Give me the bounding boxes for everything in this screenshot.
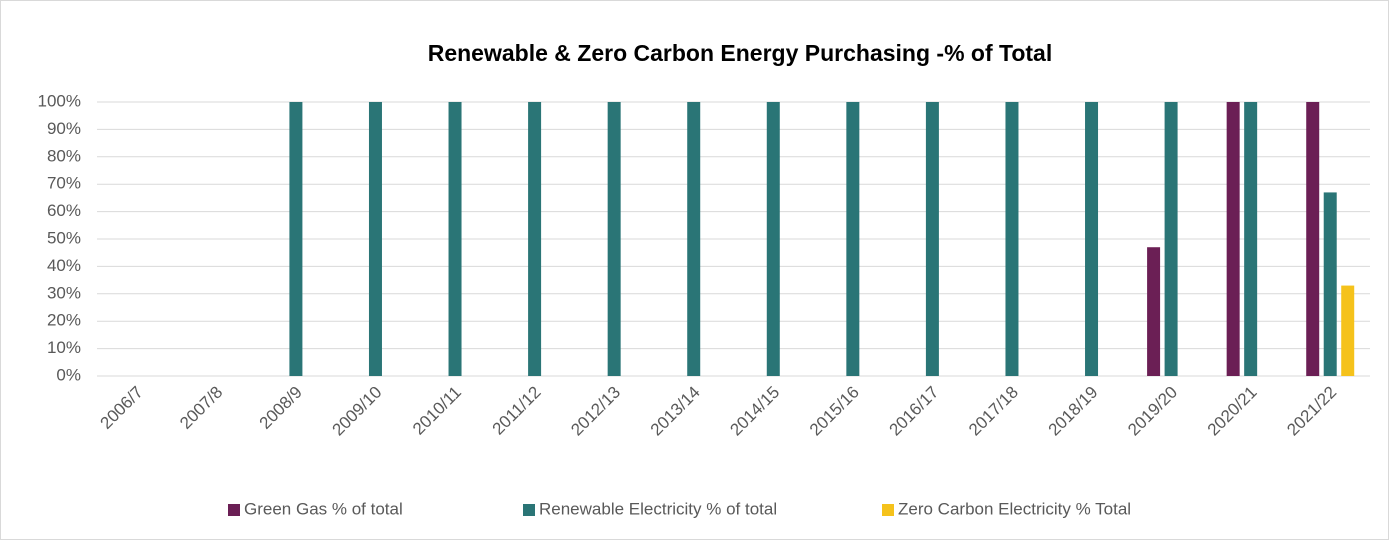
bar	[1244, 102, 1258, 376]
bar	[448, 102, 462, 376]
y-tick-label: 90%	[47, 119, 81, 138]
bar	[846, 102, 860, 376]
y-tick-label: 70%	[47, 174, 81, 193]
y-tick-label: 50%	[47, 228, 81, 247]
bar	[1164, 102, 1178, 376]
bar	[1085, 102, 1099, 376]
bar	[368, 102, 382, 376]
y-tick-label: 0%	[56, 365, 81, 384]
y-tick-label: 20%	[47, 311, 81, 330]
bar	[925, 102, 939, 376]
y-tick-label: 10%	[47, 338, 81, 357]
y-tick-label: 60%	[47, 201, 81, 220]
bar	[1306, 102, 1320, 376]
bar	[1341, 285, 1355, 376]
legend-label: Renewable Electricity % of total	[539, 499, 777, 518]
bar	[687, 102, 701, 376]
y-tick-label: 40%	[47, 256, 81, 275]
bar	[1147, 247, 1161, 376]
y-tick-label: 100%	[38, 91, 81, 110]
bar	[766, 102, 780, 376]
bar	[1323, 192, 1337, 376]
bar	[1005, 102, 1019, 376]
bar	[1226, 102, 1240, 376]
legend-label: Green Gas % of total	[244, 499, 403, 518]
bar	[607, 102, 621, 376]
legend-label: Zero Carbon Electricity % Total	[898, 499, 1131, 518]
legend-swatch	[882, 504, 894, 516]
y-tick-label: 80%	[47, 146, 81, 165]
legend-swatch	[523, 504, 535, 516]
legend-swatch	[228, 504, 240, 516]
chart-title: Renewable & Zero Carbon Energy Purchasin…	[428, 40, 1053, 66]
y-tick-label: 30%	[47, 283, 81, 302]
bar	[289, 102, 303, 376]
bar	[528, 102, 542, 376]
